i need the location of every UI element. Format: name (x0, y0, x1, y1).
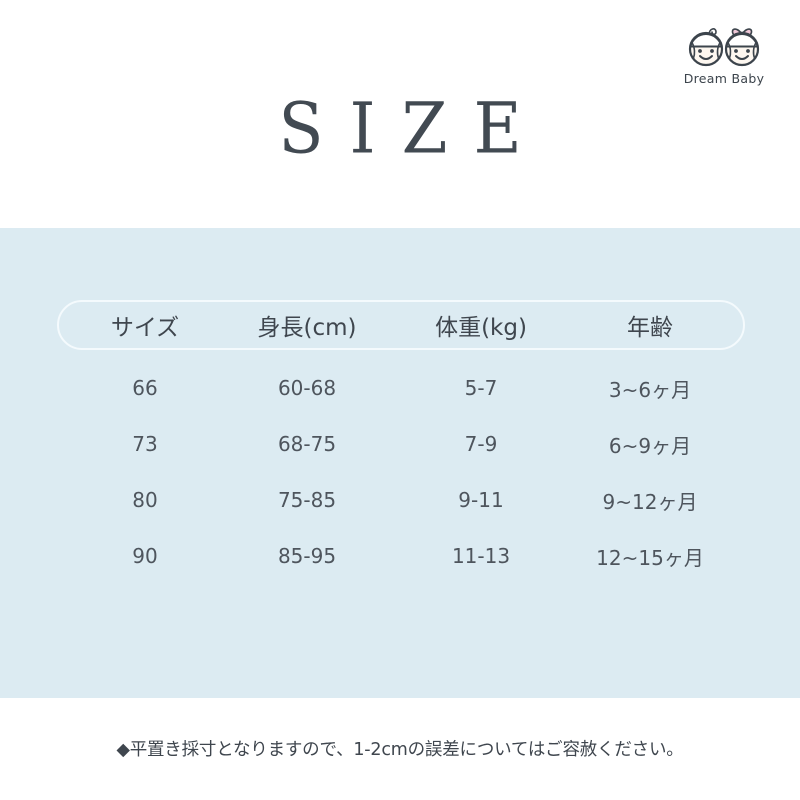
size-chart-band (0, 228, 800, 698)
cell-weight: 11-13 (451, 544, 511, 568)
cell-age: 6~9ヶ月 (608, 433, 692, 458)
table-row: 73 68-75 7-9 6~9ヶ月 (0, 419, 800, 469)
cell-age: 12~15ヶ月 (596, 545, 704, 570)
cell-weight: 7-9 (464, 432, 498, 456)
table-row: 66 60-68 5-7 3~6ヶ月 (0, 363, 800, 413)
brand-name: Dream Baby (683, 71, 765, 86)
cell-age: 9~12ヶ月 (602, 489, 698, 514)
column-header-age: 年齢 (627, 315, 673, 341)
cell-weight: 9-11 (458, 488, 504, 512)
table-row: 80 75-85 9-11 9~12ヶ月 (0, 475, 800, 525)
brand-logo: Dream Baby (672, 22, 776, 90)
cell-height: 60-68 (277, 376, 337, 400)
column-header-height: 身長(cm) (257, 315, 357, 341)
cell-height: 75-85 (277, 488, 337, 512)
cell-size: 80 (132, 488, 158, 512)
cell-size: 73 (132, 432, 158, 456)
cell-weight: 5-7 (464, 376, 498, 400)
cell-size: 66 (132, 376, 158, 400)
measurement-note: ◆平置き採寸となりますので、1-2cmの誤差についてはご容赦ください。 (116, 740, 684, 760)
page-title: SIZE (278, 87, 548, 170)
table-header-pill (57, 300, 745, 350)
column-header-weight: 体重(kg) (435, 315, 527, 341)
cell-height: 68-75 (277, 432, 337, 456)
table-row: 90 85-95 11-13 12~15ヶ月 (0, 531, 800, 581)
column-header-size: サイズ (110, 315, 180, 341)
cell-size: 90 (132, 544, 158, 568)
cell-age: 3~6ヶ月 (608, 377, 692, 402)
page-title-wrap: SIZE (0, 87, 800, 170)
table-header-row: サイズ 身長(cm) 体重(kg) 年齢 (0, 300, 800, 350)
two-baby-faces-icon (688, 28, 760, 67)
cell-height: 85-95 (277, 544, 337, 568)
